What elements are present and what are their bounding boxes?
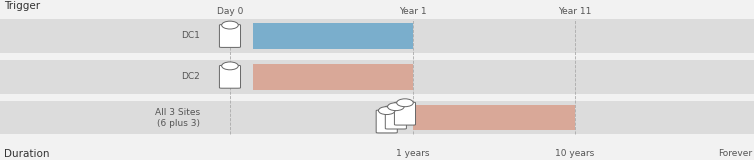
Text: Forever: Forever	[718, 149, 752, 158]
Ellipse shape	[222, 21, 238, 29]
Bar	[0, 19, 754, 53]
Ellipse shape	[222, 62, 238, 70]
Bar	[0, 101, 754, 134]
Text: DC1: DC1	[181, 32, 200, 40]
Text: All 3 Sites
(6 plus 3): All 3 Sites (6 plus 3)	[155, 108, 200, 128]
Text: 10 years: 10 years	[555, 149, 594, 158]
Bar	[0, 60, 754, 94]
Text: 1 years: 1 years	[397, 149, 430, 158]
Bar	[413, 105, 575, 130]
Bar	[253, 64, 413, 90]
Ellipse shape	[388, 103, 404, 111]
Ellipse shape	[397, 99, 413, 107]
Ellipse shape	[379, 107, 395, 115]
Text: Year 1: Year 1	[400, 8, 427, 16]
FancyBboxPatch shape	[376, 110, 397, 133]
Text: Trigger: Trigger	[4, 1, 40, 11]
FancyBboxPatch shape	[385, 106, 406, 129]
Text: Year 11: Year 11	[558, 8, 591, 16]
FancyBboxPatch shape	[394, 102, 415, 125]
Text: Day 0: Day 0	[217, 8, 243, 16]
Bar	[253, 23, 413, 49]
Text: DC2: DC2	[181, 72, 200, 81]
Text: Duration: Duration	[4, 149, 49, 159]
FancyBboxPatch shape	[219, 65, 241, 88]
FancyBboxPatch shape	[219, 25, 241, 47]
